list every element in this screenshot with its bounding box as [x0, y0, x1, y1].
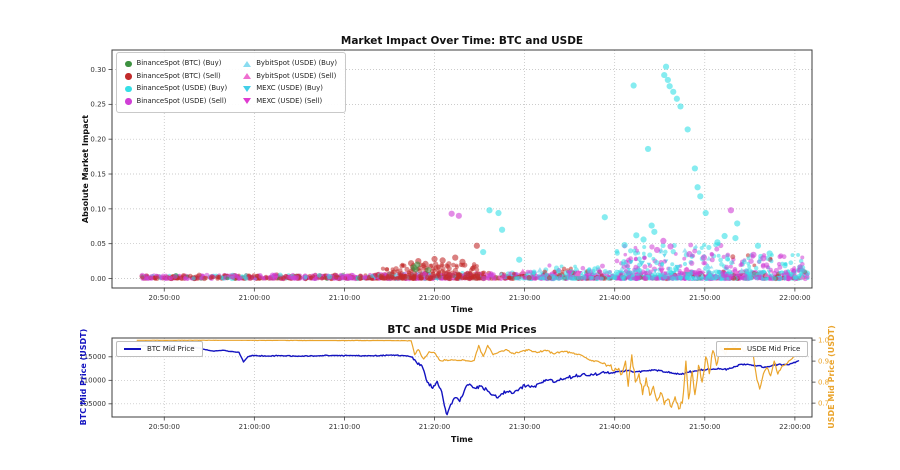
y-tick-label-right: 0.9 — [818, 358, 829, 366]
y-tick-label-right: 1.0 — [818, 337, 829, 345]
y-tick-label: 110000 — [79, 377, 106, 385]
usde-price-legend: USDE Mid Price — [716, 341, 809, 357]
x-tick-label: 21:00:00 — [239, 294, 270, 302]
line-marker-icon — [724, 348, 741, 350]
x-tick-label: 21:10:00 — [329, 423, 360, 431]
x-tick-label: 21:20:00 — [419, 294, 450, 302]
triangle-up-marker-icon — [243, 73, 252, 80]
legend-item-label: BinanceSpot (BTC) (Sell) — [136, 71, 221, 80]
legend-item: BybitSpot (USDE) (Sell) — [243, 71, 337, 83]
x-tick-label: 21:30:00 — [509, 294, 540, 302]
triangle-down-marker-icon — [243, 85, 252, 92]
x-tick-label: 20:50:00 — [149, 294, 180, 302]
y-tick-label: 105000 — [79, 400, 106, 408]
legend-item: BybitSpot (USDE) (Buy) — [243, 58, 337, 70]
legend-item-label: MEXC (USDE) (Sell) — [256, 96, 323, 105]
legend-item: BinanceSpot (BTC) (Sell) — [125, 71, 227, 83]
y-tick-label: 0.00 — [90, 275, 106, 283]
x-tick-label: 22:00:00 — [779, 423, 810, 431]
circle-marker-icon — [125, 98, 132, 105]
btc-mid-price-line — [136, 344, 800, 416]
legend-item-label: BinanceSpot (BTC) (Buy) — [136, 59, 222, 67]
prices-chart-grid — [112, 338, 812, 417]
impact-chart-ylabel: Absolute Market Impact — [81, 115, 90, 223]
legend-item-label: BinanceSpot (USDE) (Buy) — [136, 84, 228, 92]
x-tick-label: 21:50:00 — [689, 294, 720, 302]
x-tick-label: 21:10:00 — [329, 294, 360, 302]
prices-chart-lines — [136, 339, 800, 416]
legend-item: MEXC (USDE) (Sell) — [243, 96, 337, 108]
y-tick-label: 0.15 — [90, 170, 106, 178]
circle-marker-icon — [125, 85, 132, 92]
impact-chart-scatter-points — [139, 63, 811, 282]
legend-item-label: BinanceSpot (USDE) (Sell) — [136, 96, 227, 105]
legend-item: BinanceSpot (BTC) (Buy) — [125, 58, 227, 70]
triangle-down-marker-icon — [243, 98, 252, 105]
legend-item-label: USDE Mid Price — [747, 345, 801, 353]
prices-chart-ylabel-left: BTC Mid Price (USDT) — [79, 329, 88, 426]
impact-chart-title: Market Impact Over Time: BTC and USDE — [341, 35, 583, 47]
legend-item-label: BybitSpot (USDE) (Buy) — [256, 59, 338, 67]
x-tick-label: 21:30:00 — [509, 423, 540, 431]
x-tick-label: 21:50:00 — [689, 423, 720, 431]
legend-item-label: BybitSpot (USDE) (Sell) — [256, 71, 337, 80]
y-tick-label: 115000 — [79, 353, 106, 361]
circle-marker-icon — [125, 60, 132, 67]
circle-marker-icon — [125, 73, 132, 80]
prices-chart-xlabel: Time — [451, 435, 474, 444]
impact-chart-axes: 20:50:00 21:00:00 21:10:00 21:20:00 21:30:00… — [90, 49, 813, 302]
y-tick-label: 0.10 — [90, 205, 106, 213]
x-tick-label: 22:00:00 — [779, 294, 810, 302]
y-tick-label: 0.25 — [90, 101, 106, 109]
x-tick-label: 21:00:00 — [239, 423, 270, 431]
x-tick-label: 21:40:00 — [599, 294, 630, 302]
y-tick-label: 0.05 — [90, 240, 106, 248]
triangle-up-marker-icon — [243, 60, 252, 67]
usde-mid-price-line — [136, 339, 800, 410]
y-tick-label-right: 0.8 — [818, 379, 829, 387]
legend-item: BinanceSpot (USDE) (Sell) — [125, 96, 227, 108]
prices-chart-axes: 20:50:00 21:00:00 21:10:00 21:20:00 21:30:00… — [79, 337, 829, 431]
prices-chart-ylabel-right: USDE Mid Price (USDT) — [827, 325, 836, 429]
line-marker-icon — [124, 348, 141, 350]
y-tick-label-right: 0.7 — [818, 400, 829, 408]
impact-chart-legend: BinanceSpot (BTC) (Buy) BinanceSpot (BTC)… — [116, 52, 347, 113]
y-tick-label: 0.30 — [90, 66, 106, 74]
impact-chart-xlabel: Time — [451, 305, 474, 314]
legend-item-label: MEXC (USDE) (Buy) — [256, 84, 323, 92]
x-tick-label: 21:20:00 — [419, 423, 450, 431]
y-tick-label: 0.20 — [90, 136, 106, 144]
legend-item: MEXC (USDE) (Buy) — [243, 83, 337, 95]
x-tick-label: 20:50:00 — [149, 423, 180, 431]
x-tick-label: 21:40:00 — [599, 423, 630, 431]
prices-chart-title: BTC and USDE Mid Prices — [387, 324, 536, 336]
legend-item-label: BTC Mid Price — [147, 345, 195, 353]
legend-item: BinanceSpot (USDE) (Buy) — [125, 83, 227, 95]
btc-price-legend: BTC Mid Price — [116, 341, 203, 357]
